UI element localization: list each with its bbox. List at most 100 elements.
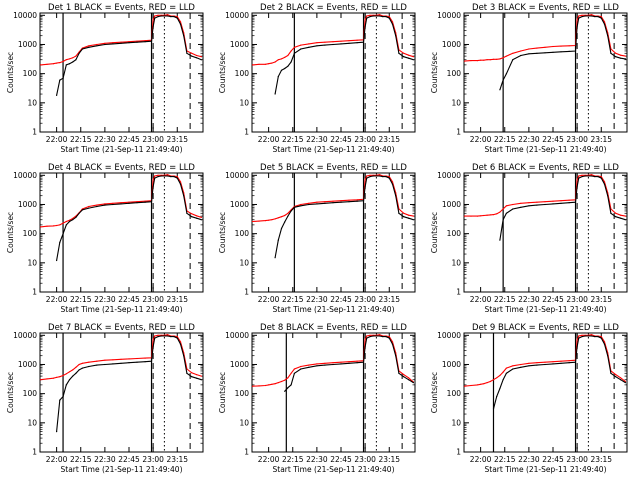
det8-series-events-point: [340, 363, 342, 365]
det8-series-lld-point: [391, 341, 394, 343]
det1-x-tick-label: 23:15: [166, 135, 188, 144]
det1-series-events-point: [75, 59, 77, 61]
det3-series-events-point: [568, 50, 570, 53]
det7-series-events-point: [81, 367, 83, 369]
det8-series-lld-point: [264, 384, 266, 387]
det3-series-lld-point: [470, 60, 472, 62]
det4-y-tick-label: 10000: [13, 171, 37, 180]
det7-x-tick-label: 22:00: [46, 455, 68, 464]
det9-series-lld-point: [502, 371, 504, 373]
det5-y-tick-label: 1: [244, 288, 249, 297]
det4-series-events-point: [81, 209, 83, 211]
det8-series-lld-point: [324, 362, 326, 364]
det7-series-events-point: [88, 365, 90, 368]
det9-y-tick-label: 1: [456, 448, 461, 457]
det9-series-lld-point: [544, 361, 546, 363]
det2-series-lld-point: [408, 54, 410, 56]
det2-series-lld-point: [271, 62, 273, 64]
det4-series-lld-point: [120, 202, 122, 204]
det6-series-lld-point: [486, 214, 488, 216]
det5-series-events-point: [391, 183, 394, 185]
det8-x-tick-label: 22:00: [258, 455, 280, 464]
det4-series-events-point: [88, 207, 90, 209]
det3-y-axis-label: Counts/sec: [430, 52, 439, 93]
det2-series-events-point: [375, 15, 377, 17]
det6-series-lld-point: [480, 215, 482, 217]
det9-series-lld-point: [489, 380, 491, 383]
det4-series-events-point: [128, 202, 130, 204]
det8-series-events-point: [364, 346, 366, 348]
det6-series-lld-line: [464, 174, 626, 217]
det6-series-lld-point: [581, 174, 583, 176]
det3-x-axis-label: Start Time (21-Sep-11 21:49:40): [485, 145, 607, 154]
det2-series-events-point: [324, 44, 326, 46]
det5-y-axis-label: Counts/sec: [218, 212, 227, 253]
det8-series-lld-point: [408, 377, 410, 379]
det4-series-lld-point: [88, 205, 90, 208]
det9-series-events-point: [600, 337, 602, 339]
det3-series-events-point: [594, 16, 596, 18]
det9-series-lld-point: [576, 339, 578, 341]
det7-series-lld-point: [52, 377, 55, 379]
det9-series-lld-point: [520, 363, 522, 366]
det6-series-lld-point: [578, 175, 580, 177]
det9-series-events-point: [597, 336, 599, 338]
det1-series-events-point: [183, 35, 185, 37]
det3-series-lld-point: [489, 59, 491, 61]
det2-series-events-point: [332, 43, 334, 46]
det9-series-events-point: [587, 335, 590, 337]
det4-series-lld-point: [144, 200, 146, 202]
det3-series-events-point: [597, 16, 599, 18]
det8-chart-title: Det 8 BLACK = Events, RED = LLD: [260, 323, 407, 333]
det3-series-lld-point: [552, 45, 554, 48]
det6-series-events-point: [574, 201, 577, 203]
det1-series-events-point: [81, 48, 83, 50]
det5-series-events-point: [382, 176, 384, 178]
det6-series-events-point: [560, 202, 562, 204]
det7-chart-title: Det 7 BLACK = Events, RED = LLD: [48, 323, 195, 333]
det2-series-events-point: [362, 41, 365, 43]
det4-series-events-point: [56, 259, 58, 262]
det6-series-lld-point: [520, 202, 522, 204]
det4-series-events-point: [154, 177, 156, 179]
det8-series-events-point: [398, 372, 400, 374]
det2-series-events-point: [391, 23, 394, 25]
det2-series-lld-point: [287, 54, 289, 57]
det6-series-lld-point: [600, 176, 602, 178]
det2-series-lld-point: [403, 52, 405, 54]
det6-series-events-point: [502, 219, 504, 221]
det4-series-lld-point: [65, 220, 67, 223]
det5-series-lld-point: [271, 219, 273, 221]
det9-series-events-point: [574, 361, 577, 363]
det4-series-lld-point: [152, 179, 154, 181]
det9-series-events-point: [505, 372, 507, 374]
det2-series-events-point: [372, 15, 374, 17]
det6-series-events-point: [520, 206, 522, 208]
det3-series-lld-point: [600, 16, 602, 18]
det3-series-events-point: [544, 52, 546, 54]
det4-series-events-point: [176, 177, 178, 179]
det7-series-lld-point: [144, 357, 146, 359]
det7-series-events-point: [68, 379, 71, 381]
det1-series-lld-point: [65, 59, 67, 61]
det9-series-lld-point: [505, 367, 507, 369]
det7-series-lld-point: [46, 378, 48, 380]
det8-series-events-point: [391, 343, 394, 345]
det4-plot-frame: [39, 172, 204, 293]
det2-series-events-point: [395, 35, 397, 37]
det5-series-lld-point: [364, 179, 366, 181]
det3-series-events-point: [528, 53, 530, 55]
det1-series-events-point: [154, 17, 156, 19]
det8-series-events-point: [395, 355, 397, 357]
det5-series-lld-point: [379, 174, 381, 176]
det9-x-tick-label: 22:00: [470, 455, 492, 464]
det1-series-lld-point: [46, 63, 48, 65]
det9-series-events-point: [528, 365, 530, 367]
det6-y-tick-label: 10000: [437, 171, 461, 180]
det2-y-tick-label: 10: [239, 98, 249, 107]
det9-series-events-point: [578, 337, 580, 339]
det6-series-events-point: [620, 217, 622, 219]
det2-series-events-line: [274, 15, 414, 95]
det9-plot-frame: [463, 332, 628, 453]
det5-series-lld-point: [391, 181, 394, 183]
